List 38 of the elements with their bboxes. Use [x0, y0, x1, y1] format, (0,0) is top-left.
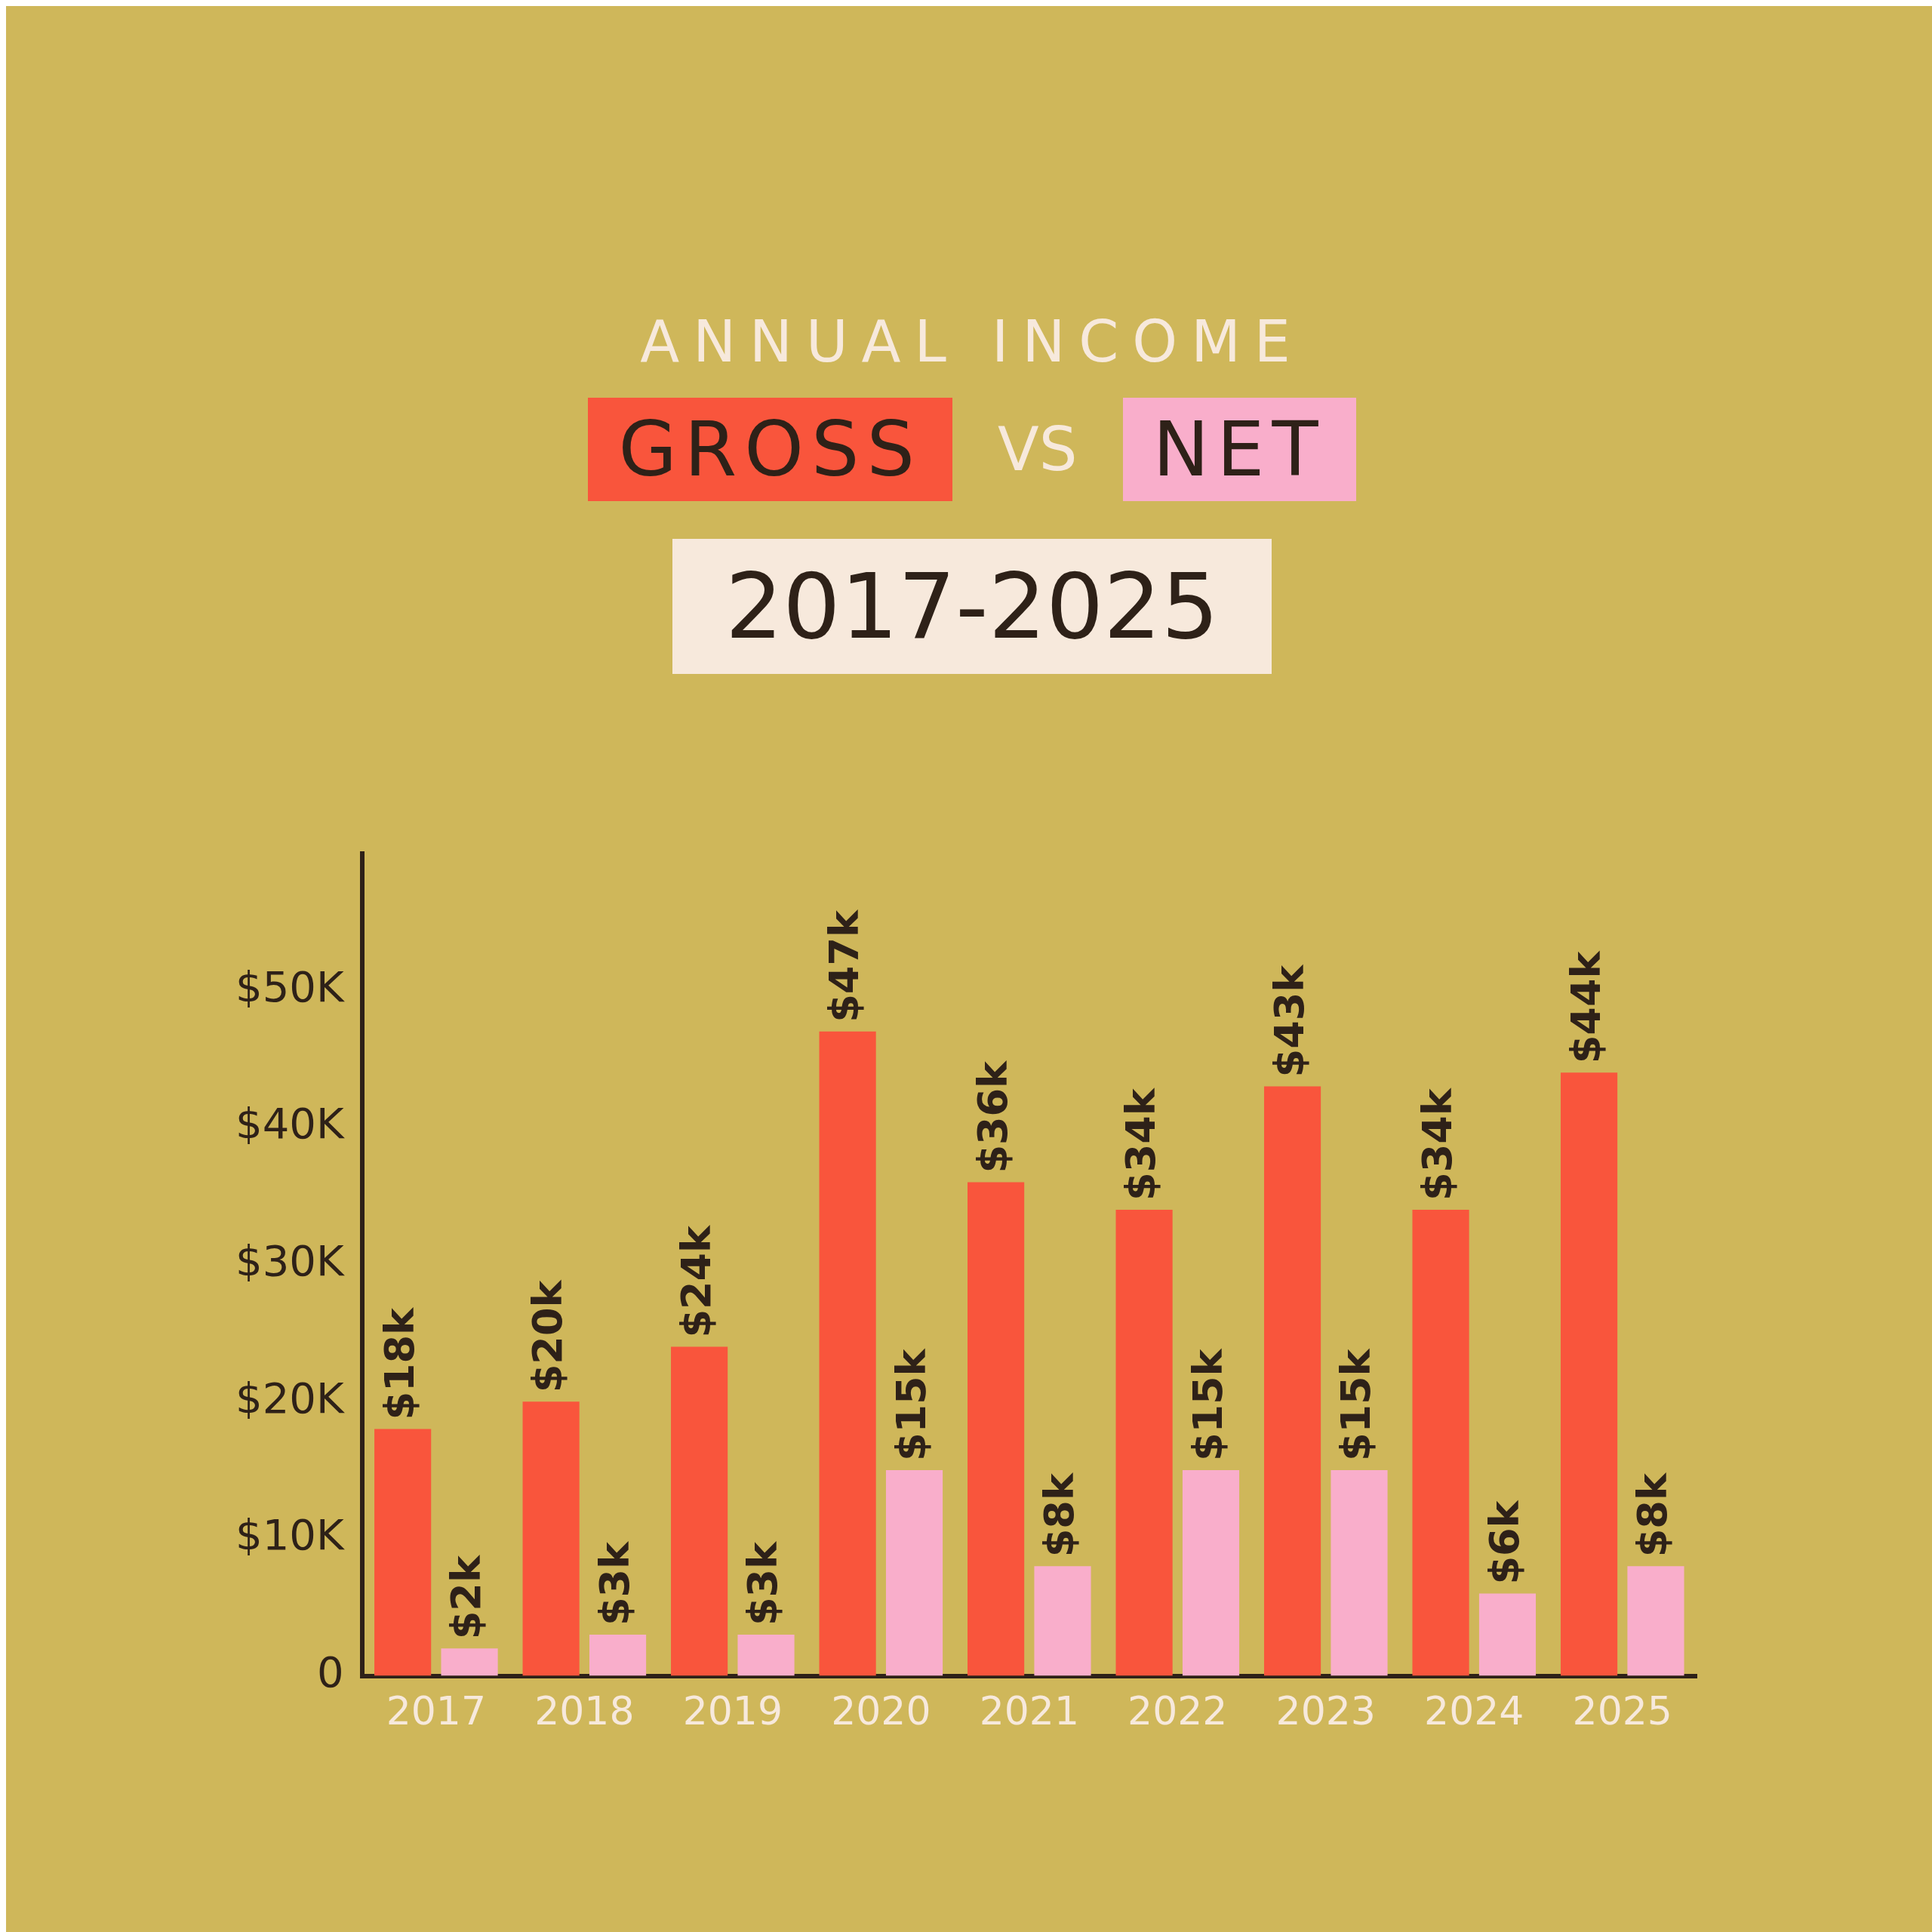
x-tick-label: 2025	[1572, 1688, 1672, 1734]
data-label: $2k	[442, 1555, 491, 1640]
data-label: $36k	[968, 1060, 1017, 1174]
y-tick-label: $50K	[235, 961, 345, 1011]
chart-title: ANNUAL INCOME	[640, 308, 1304, 375]
x-tick-label: 2018	[534, 1688, 635, 1734]
data-label: $6k	[1480, 1500, 1528, 1585]
data-label: $20k	[524, 1279, 572, 1393]
data-label: $43k	[1265, 964, 1313, 1078]
text: NET	[1122, 398, 1356, 501]
data-label: $18k	[375, 1306, 423, 1420]
y-tick-label: 0	[316, 1647, 344, 1697]
data-label: $24k	[672, 1224, 720, 1338]
x-tick-label: 2023	[1275, 1688, 1376, 1734]
chart-subtitle: 2017-2025	[672, 539, 1272, 674]
data-label: $8k	[1035, 1472, 1084, 1558]
data-label: $44k	[1561, 950, 1610, 1064]
y-tick-label: $30K	[235, 1236, 345, 1286]
x-tick-label: 2020	[831, 1688, 931, 1734]
data-label: $15k	[1332, 1348, 1380, 1462]
x-tick-label: 2017	[386, 1688, 487, 1734]
x-tick-label: 2019	[682, 1688, 783, 1734]
data-label: $15k	[1183, 1348, 1232, 1462]
data-label: $15k	[887, 1348, 935, 1462]
x-tick-label: 2021	[979, 1688, 1079, 1734]
y-tick-label: $20K	[235, 1373, 345, 1423]
y-tick-label: $10K	[235, 1510, 345, 1560]
legend-title: VS	[998, 414, 1078, 485]
x-tick-label: 2024	[1424, 1688, 1524, 1734]
data-label: $34k	[1414, 1088, 1462, 1201]
data-label: $3k	[739, 1540, 787, 1626]
data-label: $8k	[1629, 1472, 1676, 1558]
data-label: $3k	[590, 1540, 638, 1626]
data-label: $47k	[820, 909, 869, 1023]
y-tick-label: $40K	[235, 1099, 345, 1149]
x-tick-label: 2022	[1128, 1688, 1228, 1734]
text: GROSS	[588, 398, 953, 501]
data-label: $34k	[1117, 1088, 1165, 1201]
